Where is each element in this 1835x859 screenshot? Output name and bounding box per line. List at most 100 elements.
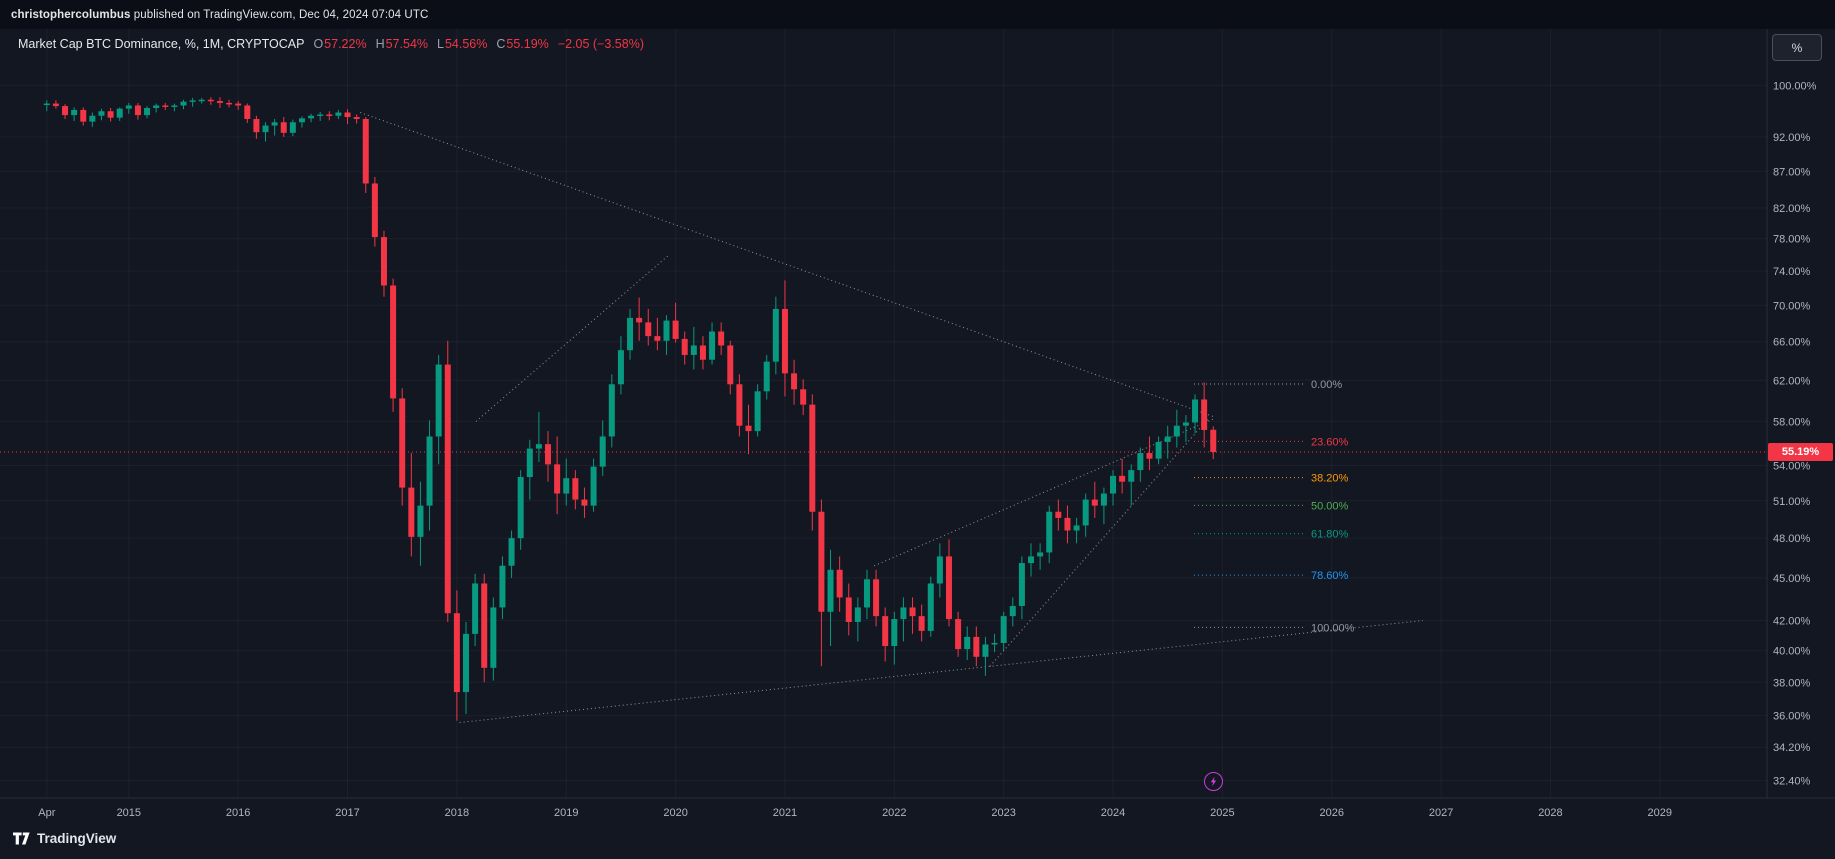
- candle-body: [1037, 552, 1044, 557]
- candle-body: [326, 114, 333, 116]
- candle-body: [936, 556, 943, 584]
- candle-body: [1192, 399, 1199, 423]
- candle-body: [927, 583, 934, 631]
- candle-body: [481, 583, 488, 668]
- candle-body: [791, 373, 798, 390]
- candle-body: [308, 115, 315, 119]
- price-axis-label: 32.40%: [1773, 776, 1811, 788]
- time-axis-label: 2027: [1429, 807, 1453, 819]
- candle-body: [89, 115, 96, 122]
- candle-body: [408, 487, 415, 537]
- time-axis-label: 2018: [445, 807, 469, 819]
- candle-body: [1082, 499, 1089, 526]
- candle-body: [417, 505, 424, 537]
- candle-body: [535, 444, 542, 449]
- candle-body: [1055, 511, 1062, 518]
- candle-body: [964, 636, 971, 650]
- candle-body: [608, 384, 615, 437]
- ohlc-low: L 54.56%: [437, 37, 488, 51]
- price-axis-label: 87.00%: [1773, 166, 1811, 178]
- candle-body: [754, 391, 761, 432]
- candle-body: [1146, 453, 1153, 459]
- price-axis-label: 78.00%: [1773, 234, 1811, 246]
- candle-body: [171, 105, 178, 107]
- candle-body: [581, 499, 588, 506]
- price-axis[interactable]: 100.00% 92.00% 87.00% 82.00% 78.00% 74.00% 70.…: [1773, 80, 1817, 787]
- price-axis-label: 82.00%: [1773, 203, 1811, 215]
- price-axis-label: 38.00%: [1773, 677, 1811, 689]
- price-scale-unit-button[interactable]: %: [1772, 34, 1822, 61]
- chart-legend: Market Cap BTC Dominance, %, 1M, CRYPTOC…: [18, 37, 644, 51]
- price-axis-label: 62.00%: [1773, 375, 1811, 387]
- candle-body: [362, 118, 369, 184]
- footer-brand[interactable]: TradingView: [13, 831, 116, 846]
- candle-body: [1000, 616, 1007, 643]
- candle-body: [973, 636, 980, 657]
- time-axis-label: 2022: [882, 807, 906, 819]
- candle-body: [43, 103, 50, 106]
- time-axis-label: 2016: [226, 807, 250, 819]
- flash-badge-icon[interactable]: [1204, 772, 1223, 791]
- grid: [0, 29, 1767, 798]
- candle-body: [863, 579, 870, 608]
- candle-body: [873, 579, 880, 617]
- fib-level-label: 100.00%: [1311, 622, 1355, 634]
- candle-body: [709, 331, 716, 360]
- candle-body: [98, 111, 105, 116]
- candle-body: [836, 569, 843, 598]
- candle-body: [317, 114, 324, 116]
- candle-body: [52, 103, 59, 107]
- time-axis[interactable]: Apr 2015 2016 2017 2018 2019 2020 2021 2022 2023 2…: [38, 807, 1672, 819]
- candle-body: [763, 361, 770, 392]
- candle-body: [1091, 499, 1098, 506]
- time-axis-label: Apr: [38, 807, 55, 819]
- candle-body: [690, 345, 697, 355]
- candle-body: [399, 398, 406, 488]
- candle-body: [198, 99, 205, 102]
- candle-body: [1173, 425, 1180, 437]
- symbol-title: Market Cap BTC Dominance, %, 1M, CRYPTOC…: [18, 37, 305, 51]
- candle-body: [472, 583, 479, 634]
- candle-body: [107, 111, 114, 118]
- trendline: [459, 620, 1423, 723]
- candle-body: [253, 118, 260, 133]
- brand-name: TradingView: [37, 831, 117, 846]
- fib-level-label: 50.00%: [1311, 500, 1349, 512]
- ohlc-open: O 57.22%: [313, 37, 367, 51]
- candle-body: [453, 613, 460, 693]
- price-axis-label: 92.00%: [1773, 132, 1811, 144]
- candle-body: [526, 448, 533, 478]
- candle-body: [781, 308, 788, 374]
- fib-level-label: 38.20%: [1311, 473, 1349, 485]
- price-axis-label: 58.00%: [1773, 416, 1811, 428]
- time-axis-label: 2023: [991, 807, 1015, 819]
- fib-level-label: 61.80%: [1311, 529, 1349, 541]
- candle-body: [545, 444, 552, 465]
- candle-body: [134, 105, 141, 116]
- candle-body: [353, 117, 360, 119]
- candle-body: [289, 122, 296, 133]
- candle-body: [982, 644, 989, 657]
- candles-series: [43, 97, 1217, 721]
- candle-body: [891, 619, 898, 647]
- candle-body: [153, 105, 160, 109]
- candle-body: [216, 101, 223, 103]
- candle-body: [654, 336, 661, 341]
- trendline: [360, 112, 1216, 418]
- publisher-username: christophercolumbus: [11, 8, 131, 21]
- candle-body: [490, 607, 497, 668]
- candle-body: [1046, 511, 1053, 553]
- candle-body: [390, 285, 397, 399]
- time-axis-label: 2021: [773, 807, 797, 819]
- candle-body: [344, 112, 351, 118]
- candle-body: [772, 308, 779, 362]
- candle-body: [371, 183, 378, 238]
- trendline: [874, 417, 1216, 567]
- candle-body: [189, 100, 196, 102]
- ohlc-close: C 55.19%: [496, 37, 549, 51]
- candle-body: [426, 436, 433, 506]
- candle-body: [280, 122, 287, 133]
- drawings: [360, 112, 1423, 723]
